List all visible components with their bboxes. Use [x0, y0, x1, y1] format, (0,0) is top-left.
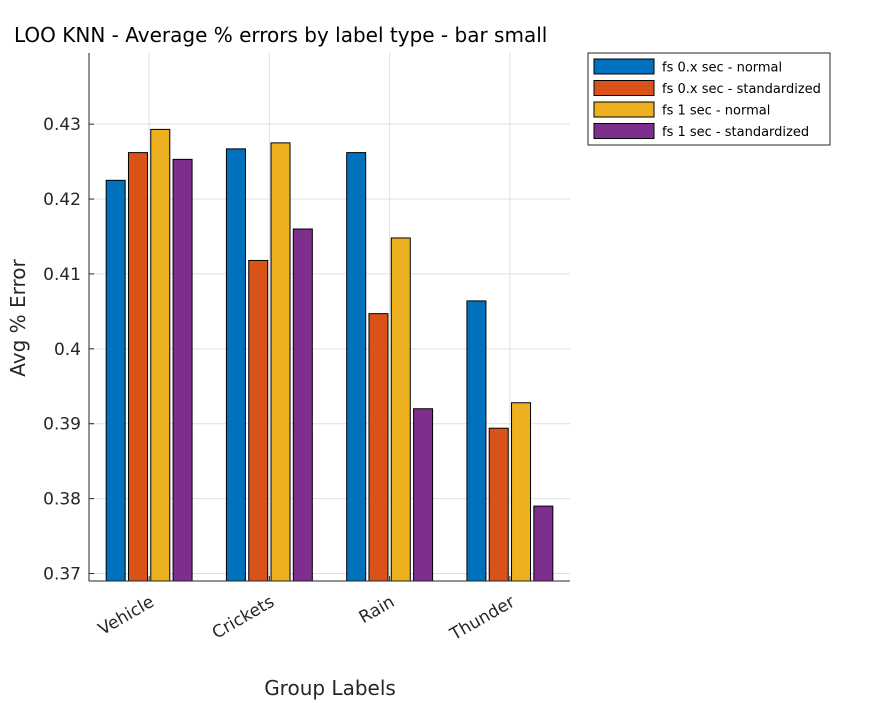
bar — [248, 259, 269, 582]
legend-swatch — [593, 58, 655, 75]
bar — [488, 427, 509, 582]
y-tick-label: 0.38 — [43, 490, 81, 510]
bars — [105, 128, 554, 582]
legend-entry-label: fs 0.x sec - standardized — [662, 82, 821, 97]
bar — [150, 128, 171, 582]
legend-swatch — [593, 123, 655, 139]
axes — [88, 53, 570, 582]
x-tick-label: Crickets — [209, 592, 278, 643]
x-tick-label: Vehicle — [95, 592, 158, 640]
bar — [225, 148, 246, 582]
bar — [533, 505, 554, 582]
bar — [368, 313, 389, 582]
x-tick-label: Thunder — [446, 592, 518, 645]
y-tick-label: 0.43 — [43, 115, 81, 135]
legend: fs 0.x sec - normal fs 0.x sec - standard… — [587, 52, 831, 146]
bar — [413, 408, 434, 582]
bar — [292, 228, 313, 582]
bar — [270, 142, 291, 582]
y-tick-label: 0.42 — [43, 190, 81, 210]
legend-entry-label: fs 1 sec - standardized — [662, 125, 809, 140]
bar — [172, 158, 193, 582]
y-tick-label: 0.37 — [43, 565, 81, 585]
y-tick-label: 0.41 — [43, 265, 81, 285]
legend-entry-label: fs 1 sec - normal — [662, 104, 770, 119]
bar — [390, 237, 411, 582]
bar — [127, 152, 148, 582]
bar — [511, 402, 532, 582]
chart-title: LOO KNN - Average % errors by label type… — [14, 23, 547, 47]
legend-entry-label: fs 0.x sec - normal — [662, 61, 782, 76]
y-tick-label: 0.4 — [54, 340, 81, 360]
bar — [105, 179, 126, 582]
bar — [346, 152, 367, 582]
x-axis-label: Group Labels — [264, 676, 396, 700]
y-axis-label: Avg % Error — [6, 258, 30, 376]
y-tick-label: 0.39 — [43, 415, 81, 435]
legend-swatch — [593, 101, 655, 118]
legend-swatch — [593, 80, 655, 96]
bar — [466, 300, 487, 582]
x-tick-label: Rain — [356, 592, 398, 628]
